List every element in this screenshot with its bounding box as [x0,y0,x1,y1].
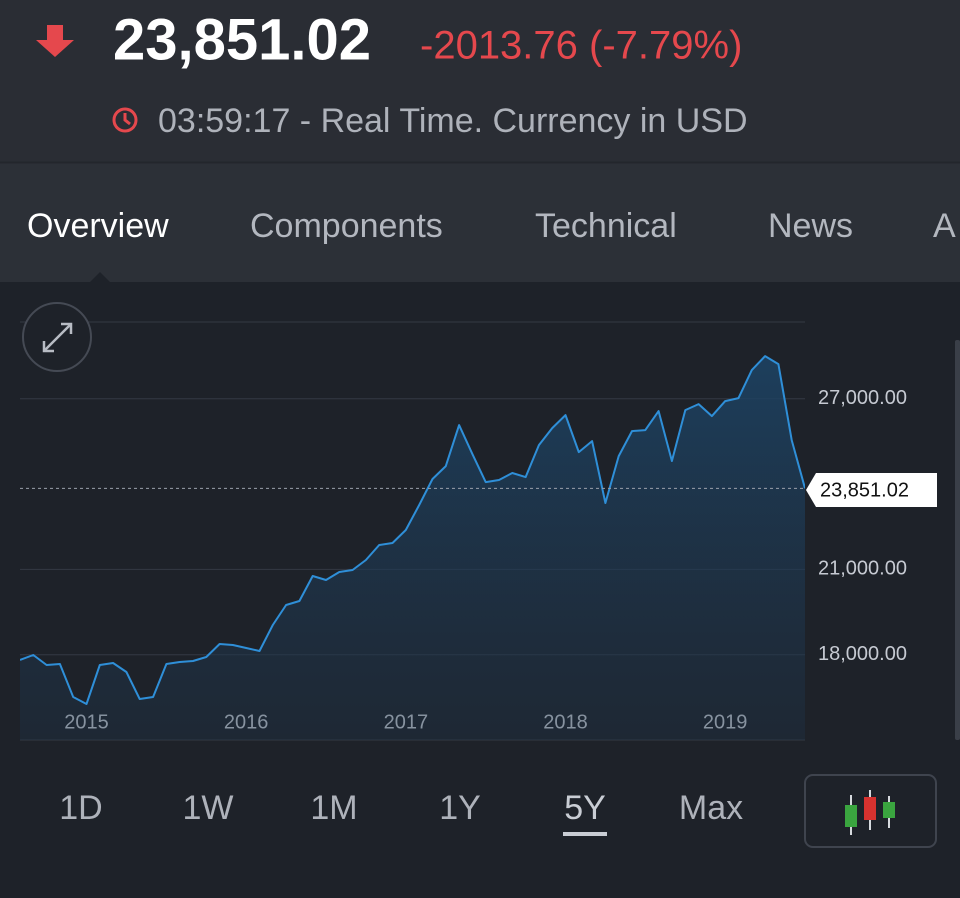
header-bg [0,0,960,162]
time-note: 03:59:17 - Real Time. Currency in USD [158,102,748,140]
y-tick-label: 18,000.00 [818,643,907,665]
price-line [20,355,805,705]
area-fill [20,356,805,740]
tab-indicator [90,272,110,282]
y-tick-label: 21,000.00 [818,558,907,580]
range-button[interactable]: 5Y [564,789,606,827]
tabs-bg [0,162,960,282]
price-change: -2013.76 (-7.79%) [420,24,742,68]
tab[interactable]: Technical [535,207,677,245]
expand-button[interactable] [22,302,92,372]
price: 23,851.02 [113,7,371,72]
down-arrow [36,25,74,57]
range-button[interactable]: Max [679,789,743,827]
current-price-label: 23,851.02 [806,473,937,507]
range-button[interactable]: 1W [183,789,234,827]
range-button[interactable]: 1M [310,789,357,827]
y-tick-label: 27,000.00 [818,387,907,409]
range-button[interactable]: 1D [59,789,102,827]
current-price-text: 23,851.02 [820,479,909,501]
tab[interactable]: Overview [27,207,169,245]
range-button[interactable]: 1Y [439,789,481,827]
tab[interactable]: News [768,207,853,245]
plot: 18,000.0021,000.0027,000.002015201620172… [20,355,907,740]
range-bar: 1D 1W 1M 1Y 5Y Max [59,789,743,836]
tab[interactable]: A [933,207,956,245]
scroll-edge [955,340,960,740]
candle-button[interactable] [804,774,937,848]
tab[interactable]: Components [250,207,443,245]
range-underline [563,832,607,836]
clock-icon [112,107,138,133]
